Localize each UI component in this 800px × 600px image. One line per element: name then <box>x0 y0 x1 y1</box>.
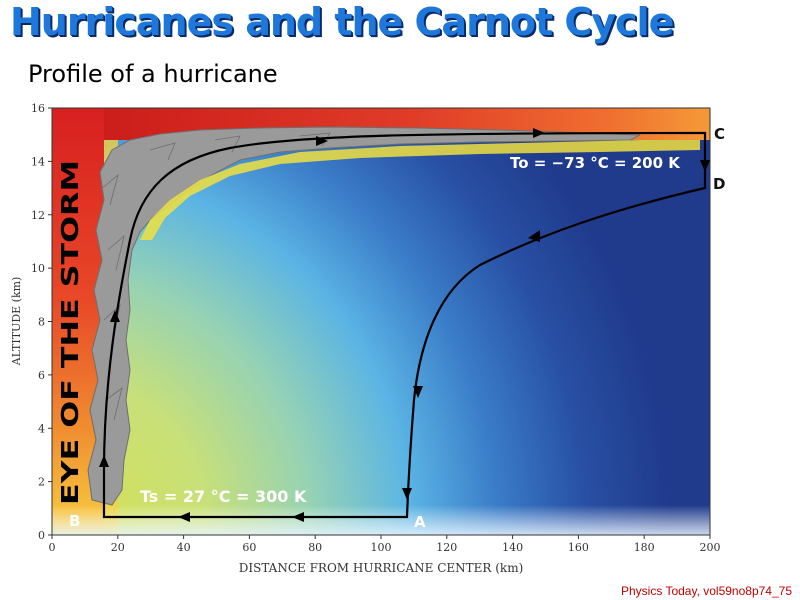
cloud-texture <box>99 132 331 421</box>
x-tick-label: 60 <box>242 541 256 554</box>
x-tick-label: 200 <box>700 541 721 554</box>
outflow-temperature-label: To = −73 °C = 200 K <box>510 154 681 172</box>
surface-temperature-label: Ts = 27 °C = 300 K <box>140 487 307 506</box>
point-label-d: D <box>713 175 725 193</box>
y-tick-label: 12 <box>31 209 45 222</box>
bottom-mist <box>52 505 710 535</box>
point-label-a: A <box>414 513 426 531</box>
y-tick-label: 16 <box>31 102 45 115</box>
x-tick-label: 100 <box>371 541 392 554</box>
y-axis-ticks: 0 2 4 6 8 10 12 14 16 <box>31 102 52 542</box>
y-axis-label: ALTITUDE (km) <box>10 277 23 367</box>
x-tick-label: 180 <box>634 541 655 554</box>
cycle-arrows <box>99 128 710 522</box>
x-tick-label: 0 <box>49 541 56 554</box>
x-tick-label: 160 <box>568 541 589 554</box>
y-tick-label: 14 <box>31 155 45 168</box>
subtitle: Profile of a hurricane <box>28 60 278 88</box>
source-credit: Physics Today, vol59no8p74_75 <box>620 584 792 598</box>
point-label-b: B <box>69 512 80 530</box>
x-tick-label: 40 <box>177 541 191 554</box>
x-axis-ticks: 0 20 40 60 80 100 120 140 160 180 200 <box>49 535 721 554</box>
y-tick-label: 8 <box>38 316 45 329</box>
x-tick-label: 80 <box>308 541 322 554</box>
slide-title: Hurricanes and the Carnot Cycle <box>10 0 674 44</box>
x-tick-label: 140 <box>502 541 523 554</box>
y-tick-label: 4 <box>38 422 45 435</box>
point-label-c: C <box>714 125 725 143</box>
y-tick-label: 0 <box>38 529 45 542</box>
y-tick-label: 10 <box>31 262 45 275</box>
hurricane-profile-figure: A B C D Ts = 27 °C = 300 K To = −73 °C =… <box>10 102 725 575</box>
y-tick-label: 2 <box>38 476 45 489</box>
y-tick-label: 6 <box>38 369 45 382</box>
x-tick-label: 120 <box>436 541 457 554</box>
eye-of-the-storm-label: EYE OF THE STORM <box>58 160 84 505</box>
eyewall-cloud <box>87 126 641 506</box>
x-axis-label: DISTANCE FROM HURRICANE CENTER (km) <box>239 561 524 575</box>
yellow-upper-band <box>140 140 700 240</box>
x-tick-label: 20 <box>111 541 125 554</box>
